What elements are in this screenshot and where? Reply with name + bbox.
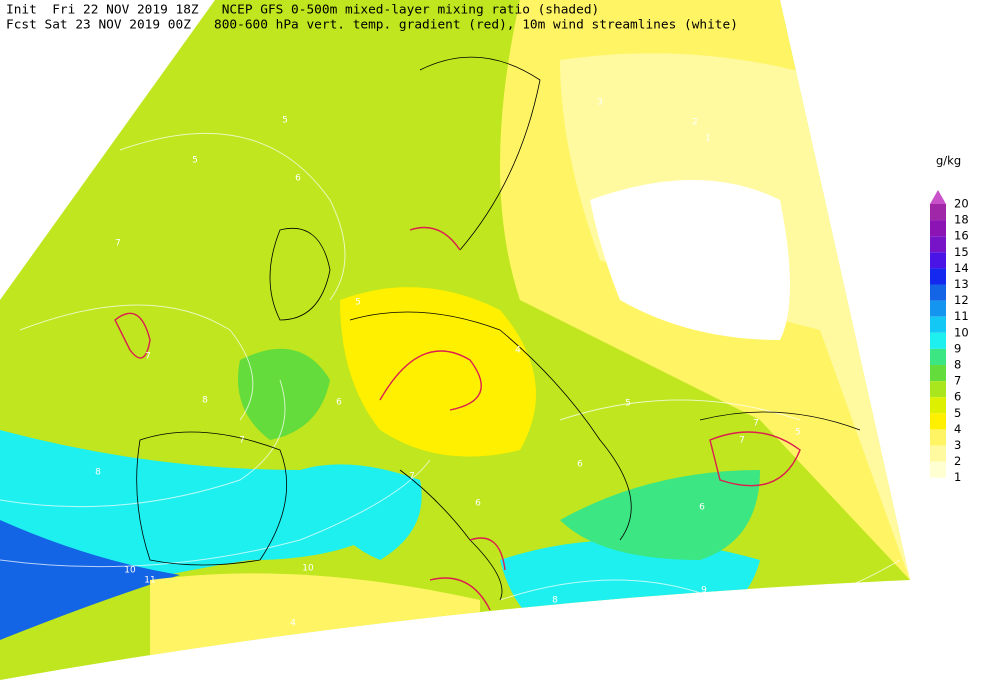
contour-label: 4	[290, 619, 296, 629]
contour-label: 7	[145, 352, 151, 362]
contour-label: 5	[795, 428, 801, 438]
legend-label: 1	[954, 470, 961, 484]
legend-label: 9	[954, 341, 961, 355]
legend-swatch	[930, 204, 946, 221]
shading-central	[340, 287, 536, 457]
contour-label: 6	[336, 398, 342, 408]
contour-label: 7	[115, 239, 121, 249]
legend-label: 10	[954, 325, 969, 339]
legend-swatch	[930, 268, 946, 285]
contour-label: 5	[355, 298, 361, 308]
shading-aegean	[560, 470, 760, 560]
header-line: Init Fri 22 NOV 2019 18Z NCEP GFS 0-500m…	[6, 3, 599, 18]
legend-label: 15	[954, 245, 969, 259]
shading-russia	[590, 180, 790, 340]
legend-label: 4	[954, 422, 961, 436]
contour-label: 8	[95, 468, 101, 478]
contour-label: 2	[692, 118, 698, 128]
legend-label: 11	[954, 309, 969, 323]
legend-swatch	[930, 252, 946, 269]
contour-label: 3	[597, 98, 603, 108]
legend-label: 20	[954, 197, 969, 211]
legend-label: 13	[954, 277, 969, 291]
legend-swatch	[930, 461, 946, 478]
legend-label: 2	[954, 454, 961, 468]
legend-label: 8	[954, 358, 961, 372]
header: Init Fri 22 NOV 2019 18Z NCEP GFS 0-500m…	[6, 3, 738, 33]
legend-top-triangle	[930, 190, 946, 204]
contour-label: 10	[124, 566, 136, 576]
shading-med-east	[500, 540, 760, 650]
contour-label: 10	[302, 564, 314, 574]
legend-swatch	[930, 365, 946, 382]
legend-swatch	[930, 413, 946, 430]
legend-label: 3	[954, 438, 961, 452]
shading-atlantic-blue	[0, 520, 180, 640]
legend-swatch	[930, 348, 946, 365]
contour-label: 7	[753, 419, 759, 429]
legend-unit: g/kg	[936, 154, 961, 168]
contour-label: 7	[239, 436, 245, 446]
contour-label: 8	[552, 596, 558, 606]
legend: 20 18 16 15 14 13 12 11 10 9 8 7 6 5 4 3 2 1	[930, 190, 969, 484]
contour-label: 5	[282, 116, 288, 126]
legend-label: 18	[954, 213, 969, 227]
legend-swatch	[930, 300, 946, 317]
temp-gradient-contours	[114, 226, 801, 611]
legend-label: 14	[954, 261, 969, 275]
legend-label: 12	[954, 293, 969, 307]
contour-label: 6	[577, 460, 583, 470]
legend-swatch	[930, 397, 946, 414]
contour-label: 11	[144, 576, 155, 586]
legend-swatch	[930, 429, 946, 446]
contour-label: 9	[701, 586, 707, 596]
legend-swatch	[930, 316, 946, 333]
legend-label: 6	[954, 390, 961, 404]
legend-swatch	[930, 445, 946, 462]
legend-swatch	[930, 332, 946, 349]
legend-swatch	[930, 236, 946, 253]
contour-label: 5	[625, 399, 631, 409]
contour-label: 1	[705, 134, 711, 144]
contour-label: 7	[409, 472, 415, 482]
contour-label: 7	[739, 436, 745, 446]
contour-label: 4	[515, 346, 521, 356]
legend-label: 16	[954, 229, 969, 243]
legend-label: 7	[954, 374, 961, 388]
contour-label: 6	[699, 503, 705, 513]
contour-label: 8	[202, 396, 208, 406]
legend-swatch	[930, 220, 946, 237]
legend-swatch	[930, 284, 946, 301]
contour-label: 6	[475, 499, 481, 509]
legend-swatch	[930, 381, 946, 398]
legend-label: 5	[954, 406, 961, 420]
header-line: Fcst Sat 23 NOV 2019 00Z 800-600 hPa ver…	[6, 18, 738, 33]
coastlines	[136, 56, 861, 601]
contour-label: 5	[192, 156, 198, 166]
contour-label: 6	[295, 174, 301, 184]
